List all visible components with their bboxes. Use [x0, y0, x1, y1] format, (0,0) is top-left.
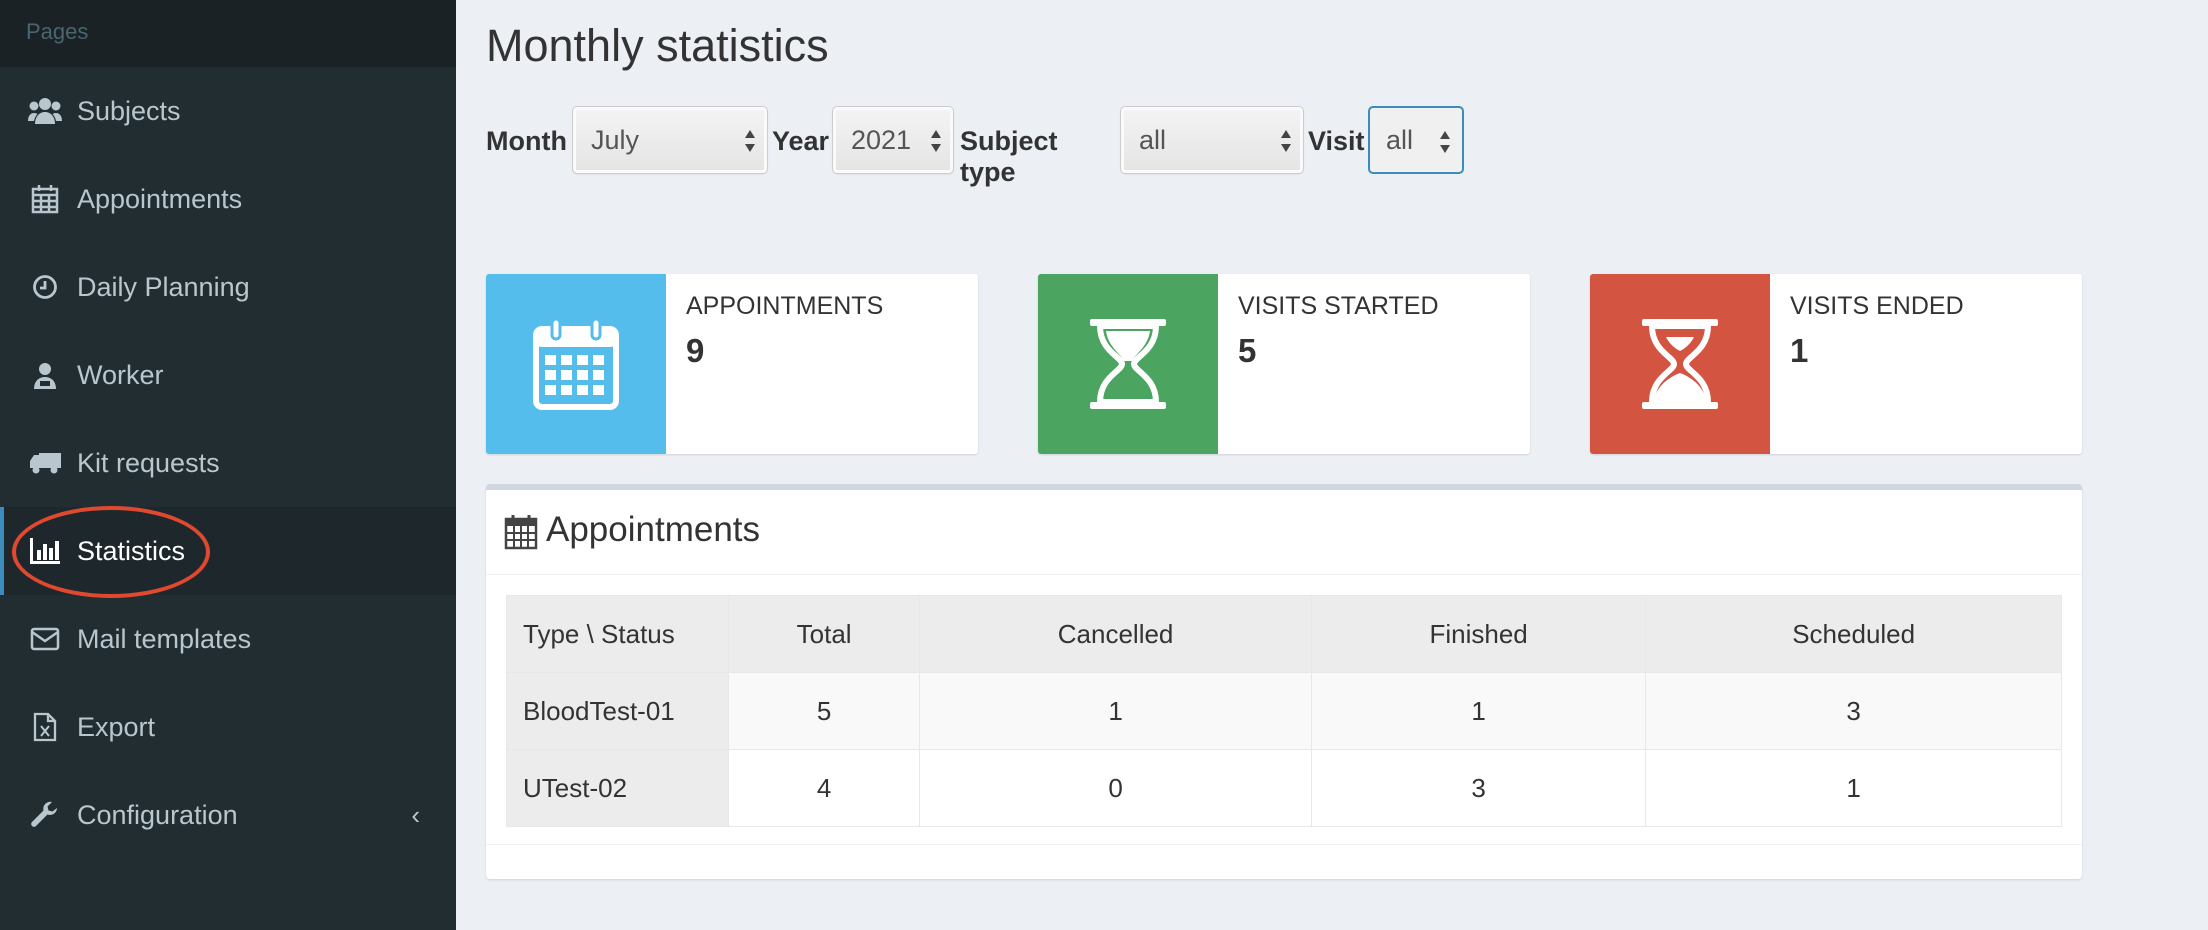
visit-select[interactable]: all — [1368, 106, 1464, 174]
info-box-appointments: APPOINTMENTS 9 — [486, 274, 978, 454]
sidebar-item-mail-templates[interactable]: Mail templates — [0, 595, 456, 683]
column-header: Cancelled — [919, 595, 1312, 673]
info-box-value: 1 — [1790, 332, 1809, 369]
table-row: UTest-02 4 0 3 1 — [506, 749, 2062, 827]
panel-title: Appointments — [546, 510, 761, 549]
select-arrows-icon — [1440, 131, 1450, 153]
sidebar-item-export[interactable]: Export — [0, 683, 456, 771]
month-select-value: July — [591, 125, 640, 155]
sidebar-item-worker[interactable]: Worker — [0, 331, 456, 419]
column-header: Scheduled — [1645, 595, 2062, 673]
sidebar-item-configuration[interactable]: Configuration ‹ — [0, 771, 456, 859]
info-box-icon-bg — [486, 274, 666, 454]
table-cell: 0 — [919, 749, 1312, 827]
subject-type-select-value: all — [1139, 125, 1167, 155]
visit-select-value: all — [1386, 125, 1414, 155]
sidebar-item-subjects[interactable]: Subjects — [0, 67, 456, 155]
info-box-label: VISITS ENDED — [1790, 292, 1964, 320]
envelope-icon — [28, 622, 62, 656]
row-header-cell: UTest-02 — [506, 749, 729, 827]
page-title: Monthly statistics — [486, 20, 829, 71]
sidebar-item-kit-requests[interactable]: Kit requests — [0, 419, 456, 507]
clock-icon — [28, 270, 62, 304]
sidebar-item-label: Mail templates — [77, 623, 252, 654]
info-box-value: 9 — [686, 332, 705, 369]
year-select[interactable]: 2021 — [832, 106, 954, 174]
calendar-icon — [533, 317, 619, 410]
column-header: Finished — [1310, 595, 1647, 673]
select-arrows-icon — [745, 130, 755, 152]
table-cell: 5 — [727, 672, 921, 750]
row-header-cell: BloodTest-01 — [506, 672, 729, 750]
info-box-visits-started: VISITS STARTED 5 — [1038, 274, 1530, 454]
user-md-icon — [28, 358, 62, 392]
table-cell: 1 — [919, 672, 1312, 750]
users-icon — [28, 94, 62, 128]
sidebar-item-label: Kit requests — [77, 447, 220, 478]
sidebar-item-label: Configuration — [77, 799, 238, 830]
calendar-icon — [28, 182, 62, 216]
table-cell: 3 — [1310, 749, 1647, 827]
appointments-table: Type \ Status Total Cancelled Finished S… — [506, 595, 2062, 827]
sidebar-item-statistics[interactable]: Statistics — [0, 507, 456, 595]
sidebar: Pages Subjects Appointments — [0, 0, 456, 930]
year-select-value: 2021 — [851, 125, 912, 155]
table-cell: 1 — [1645, 749, 2062, 827]
info-box-icon-bg — [1590, 274, 1770, 454]
table-cell: 1 — [1310, 672, 1647, 750]
column-header: Type \ Status — [506, 595, 729, 673]
chevron-left-icon: ‹ — [411, 799, 420, 830]
info-box-visits-ended: VISITS ENDED 1 — [1590, 274, 2082, 454]
sidebar-item-daily-planning[interactable]: Daily Planning — [0, 243, 456, 331]
sidebar-header: Pages — [0, 0, 456, 67]
file-excel-icon — [28, 710, 62, 744]
sidebar-item-label: Worker — [77, 359, 164, 390]
month-select[interactable]: July — [572, 106, 768, 174]
sidebar-item-label: Daily Planning — [77, 271, 250, 302]
sidebar-item-label: Subjects — [77, 95, 181, 126]
sidebar-item-label: Appointments — [77, 183, 243, 214]
table-cell: 3 — [1645, 672, 2062, 750]
sidebar-item-label: Statistics — [77, 535, 186, 566]
table-header-row: Type \ Status Total Cancelled Finished S… — [506, 595, 2062, 673]
visit-label: Visit — [1308, 126, 1365, 156]
wrench-icon — [28, 798, 62, 832]
info-box-icon-bg — [1038, 274, 1218, 454]
panel-footer — [486, 844, 2082, 845]
hourglass-start-icon — [1090, 319, 1166, 409]
hourglass-end-icon — [1642, 319, 1718, 409]
truck-icon — [28, 446, 62, 480]
calendar-icon — [504, 515, 538, 550]
info-box-label: VISITS STARTED — [1238, 292, 1439, 320]
table-cell: 4 — [727, 749, 921, 827]
year-label: Year — [772, 126, 830, 156]
select-arrows-icon — [931, 130, 941, 152]
select-arrows-icon — [1281, 130, 1291, 152]
subject-type-label: Subject type — [960, 126, 1058, 187]
bar-chart-icon — [28, 534, 62, 568]
panel-header: Appointments — [486, 490, 2082, 575]
info-box-label: APPOINTMENTS — [686, 292, 884, 320]
appointments-panel: Appointments Type \ Status Total Cancell… — [486, 484, 2082, 879]
sidebar-item-label: Export — [77, 711, 156, 742]
month-label: Month — [486, 126, 567, 156]
sidebar-item-appointments[interactable]: Appointments — [0, 155, 456, 243]
subject-type-select[interactable]: all — [1120, 106, 1304, 174]
column-header: Total — [727, 595, 921, 673]
table-row: BloodTest-01 5 1 1 3 — [506, 672, 2062, 750]
info-box-value: 5 — [1238, 332, 1257, 369]
